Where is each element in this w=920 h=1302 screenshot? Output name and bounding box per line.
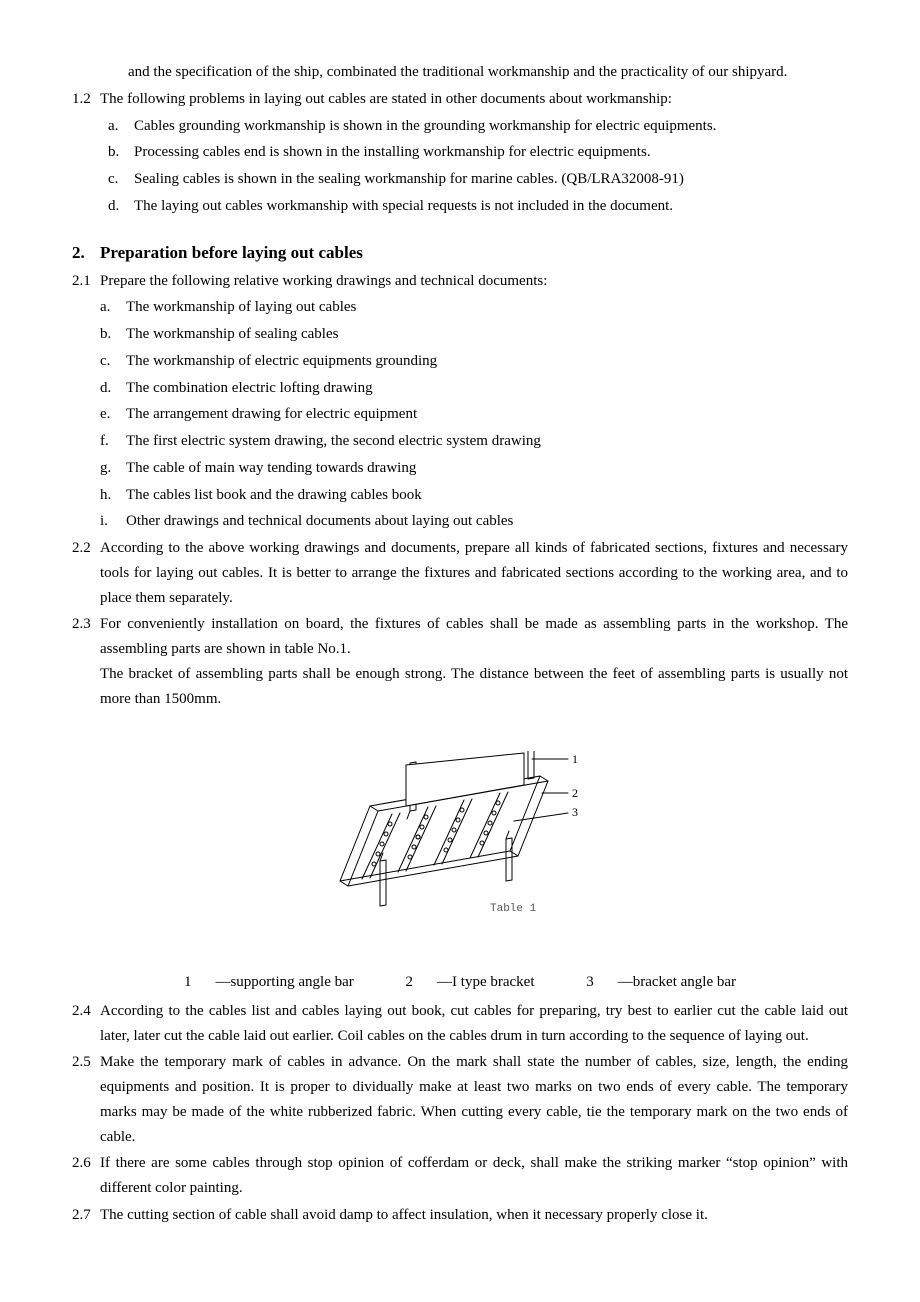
figure-caption: Table 1 [490, 903, 537, 915]
list-text: The cables list book and the drawing cab… [126, 483, 848, 508]
item-body: For conveniently installation on board, … [100, 612, 848, 662]
list-marker: h. [96, 483, 126, 508]
list-text: Other drawings and technical documents a… [126, 509, 848, 534]
list-marker: b. [96, 322, 126, 347]
sublist-1-2: a.Cables grounding workmanship is shown … [104, 114, 848, 219]
item-number: 2.6 [72, 1151, 100, 1201]
list-item: b.The workmanship of sealing cables [96, 322, 848, 347]
list-item: e.The arrangement drawing for electric e… [96, 402, 848, 427]
intro-continuation: and the specification of the ship, combi… [128, 60, 848, 85]
list-marker: c. [96, 349, 126, 374]
list-text: Cables grounding workmanship is shown in… [134, 114, 848, 139]
section-title: Preparation before laying out cables [100, 239, 363, 267]
list-marker: e. [96, 402, 126, 427]
list-text: The workmanship of electric equipments g… [126, 349, 848, 374]
item-2-5: 2.5 Make the temporary mark of cables in… [72, 1050, 848, 1149]
list-marker: f. [96, 429, 126, 454]
list-text: The first electric system drawing, the s… [126, 429, 848, 454]
item-body: The cutting section of cable shall avoid… [100, 1203, 848, 1228]
list-text: The combination electric lofting drawing [126, 376, 848, 401]
list-item: g.The cable of main way tending towards … [96, 456, 848, 481]
item-body: The following problems in laying out cab… [100, 87, 848, 112]
list-item: c.The workmanship of electric equipments… [96, 349, 848, 374]
item-2-1: 2.1 Prepare the following relative worki… [72, 269, 848, 294]
list-text: The arrangement drawing for electric equ… [126, 402, 848, 427]
list-item: h.The cables list book and the drawing c… [96, 483, 848, 508]
section-2-heading: 2. Preparation before laying out cables [72, 239, 848, 267]
item-number: 2.5 [72, 1050, 100, 1149]
item-2-3-tail: The bracket of assembling parts shall be… [100, 662, 848, 712]
item-body: According to the cables list and cables … [100, 999, 848, 1049]
list-text: The laying out cables workmanship with s… [134, 194, 848, 219]
list-item: c.Sealing cables is shown in the sealing… [104, 167, 848, 192]
item-body: According to the above working drawings … [100, 536, 848, 610]
item-number: 1.2 [72, 87, 100, 112]
legend-item-1: 1—supporting angle bar [172, 974, 366, 990]
list-item: d.The combination electric lofting drawi… [96, 376, 848, 401]
callout-3: 3 [572, 805, 578, 819]
item-2-2: 2.2 According to the above working drawi… [72, 536, 848, 610]
list-item: a.Cables grounding workmanship is shown … [104, 114, 848, 139]
item-number: 2.1 [72, 269, 100, 294]
item-number: 2.4 [72, 999, 100, 1049]
item-2-7: 2.7 The cutting section of cable shall a… [72, 1203, 848, 1228]
item-2-6: 2.6 If there are some cables through sto… [72, 1151, 848, 1201]
item-2-3: 2.3 For conveniently installation on boa… [72, 612, 848, 662]
list-text: Sealing cables is shown in the sealing w… [134, 167, 848, 192]
item-number: 2.3 [72, 612, 100, 662]
list-marker: i. [96, 509, 126, 534]
list-item: a.The workmanship of laying out cables [96, 295, 848, 320]
list-marker: a. [96, 295, 126, 320]
list-marker: d. [96, 376, 126, 401]
list-marker: b. [104, 140, 134, 165]
item-body: Prepare the following relative working d… [100, 269, 848, 294]
legend-item-3: 3—bracket angle bar [574, 974, 748, 990]
list-item: b.Processing cables end is shown in the … [104, 140, 848, 165]
list-text: Processing cables end is shown in the in… [134, 140, 848, 165]
sublist-2-1: a.The workmanship of laying out cables b… [96, 295, 848, 534]
list-text: The workmanship of sealing cables [126, 322, 848, 347]
section-number: 2. [72, 239, 100, 267]
legend-item-2: 2—I type bracket [394, 974, 547, 990]
callout-1: 1 [572, 752, 578, 766]
item-number: 2.7 [72, 1203, 100, 1228]
figure-legend: 1—supporting angle bar 2—I type bracket … [72, 970, 848, 995]
callout-2: 2 [572, 786, 578, 800]
item-2-4: 2.4 According to the cables list and cab… [72, 999, 848, 1049]
list-marker: d. [104, 194, 134, 219]
list-marker: a. [104, 114, 134, 139]
list-marker: g. [96, 456, 126, 481]
list-text: The cable of main way tending towards dr… [126, 456, 848, 481]
figure-table-1: 1 2 3 Table 1 [72, 751, 848, 940]
item-1-2: 1.2 The following problems in laying out… [72, 87, 848, 112]
list-item: d.The laying out cables workmanship with… [104, 194, 848, 219]
list-marker: c. [104, 167, 134, 192]
item-number: 2.2 [72, 536, 100, 610]
item-body: If there are some cables through stop op… [100, 1151, 848, 1201]
list-item: f.The first electric system drawing, the… [96, 429, 848, 454]
item-body: Make the temporary mark of cables in adv… [100, 1050, 848, 1149]
list-item: i.Other drawings and technical documents… [96, 509, 848, 534]
bracket-diagram-icon: 1 2 3 Table 1 [310, 751, 610, 931]
list-text: The workmanship of laying out cables [126, 295, 848, 320]
